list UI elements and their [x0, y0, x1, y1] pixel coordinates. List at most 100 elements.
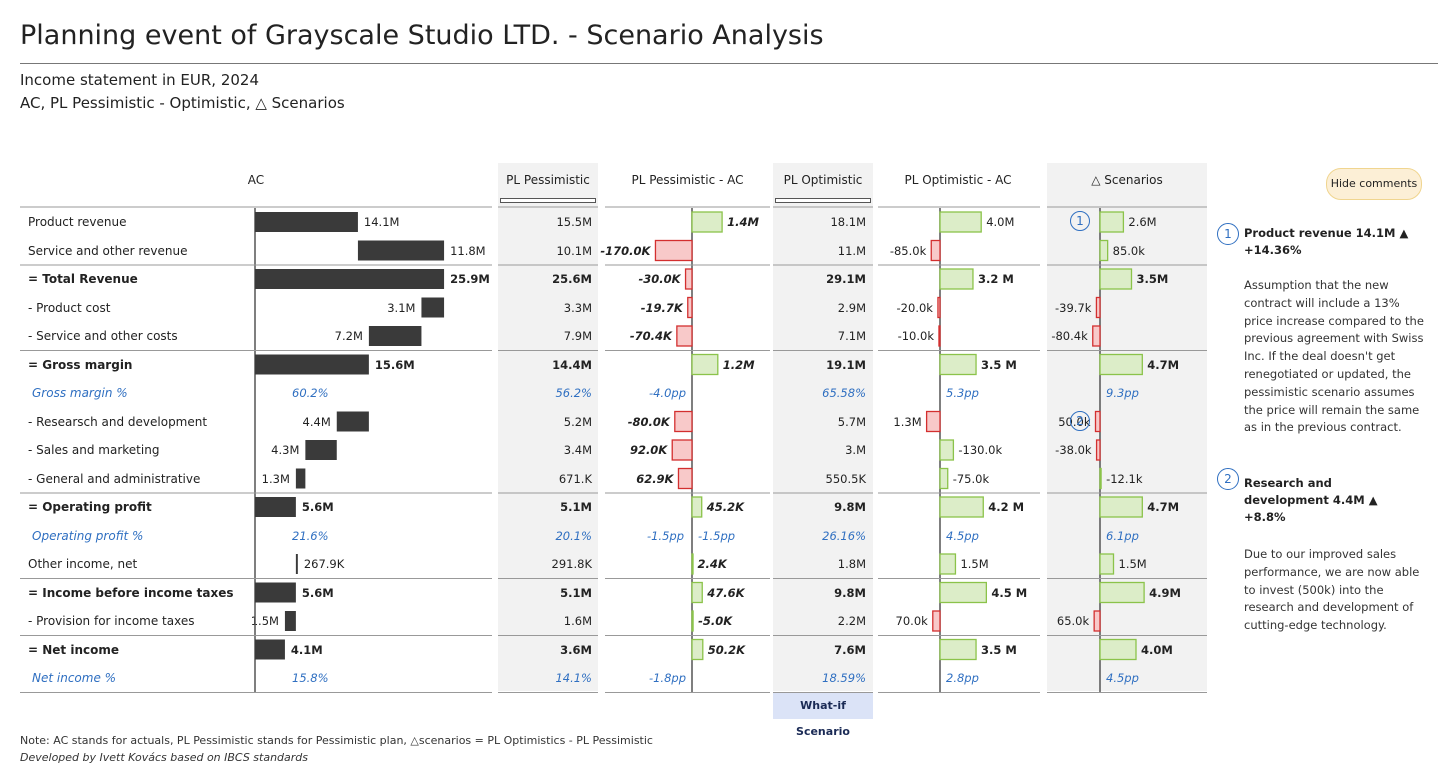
opt-delta-pct-label: 5.3pp [946, 386, 979, 400]
ac-bar-label: 5.6M [301, 500, 334, 514]
scenario-delta-label: -80.4k [1051, 329, 1088, 343]
ac-bar-label: 11.8M [450, 243, 486, 258]
pl-pessimistic-value: 5.1M [560, 585, 592, 600]
ac-bar-label: 25.9M [450, 272, 490, 286]
pl-optimistic-value: 5.7M [837, 414, 866, 429]
ac-bar-label: 3.1M [387, 300, 416, 315]
scenario-delta-pct-label: 9.3pp [1106, 386, 1139, 400]
opt-delta-pct-label: 2.8pp [946, 671, 979, 685]
pl-optimistic-value: 7.6M [834, 642, 866, 657]
pess-delta-pct-label: -1.8pp [648, 671, 686, 685]
opt-delta-label: 1.5M [960, 557, 989, 571]
row-label: = Gross margin [28, 357, 133, 372]
what-if-scenario-tag[interactable]: What-if Scenario [773, 693, 873, 738]
opt-delta-label: 4.2 M [988, 500, 1025, 514]
pl-pessimistic-value: 3.6M [560, 642, 592, 657]
ac-bar-label: 4.4M [302, 414, 331, 429]
scenario-delta-label: 4.0M [1141, 642, 1173, 657]
row-label: Gross margin % [32, 386, 128, 400]
page-title: Planning event of Grayscale Studio LTD. … [20, 20, 824, 51]
pl-optimistic-value: 2.9M [837, 300, 866, 315]
scenario-delta-label: -12.1k [1106, 471, 1143, 486]
pl-pessimistic-value: 671.K [558, 471, 592, 486]
pess-delta-label: -80.0K [627, 414, 670, 429]
row-label: Other income, net [28, 557, 138, 571]
footnote-credits: Developed by Ivett Kovács based on IBCS … [20, 751, 309, 764]
scenario-delta-label: 2.6M [1128, 215, 1157, 229]
row-label: - Service and other costs [28, 329, 178, 343]
comment-2-heading: Research and development 4.4M ▲ +8.8% [1244, 475, 1404, 526]
pl-optimistic-value: 29.1M [826, 272, 866, 286]
pess-delta-label: -30.0K [638, 272, 681, 286]
pl-optimistic-value: 1.8M [837, 557, 866, 571]
row-label: = Total Revenue [28, 272, 138, 286]
row-label: - Sales and marketing [28, 443, 160, 457]
ac-bar-label: 4.1M [290, 642, 323, 657]
pl-optimistic-value: 9.8M [834, 500, 866, 514]
comment-1-heading: Product revenue 14.1M ▲ +14.36% [1244, 225, 1444, 259]
row-label: = Income before income taxes [28, 585, 234, 600]
opt-delta-label: -85.0k [889, 243, 927, 258]
pl-optimistic-value: 19.1M [826, 357, 866, 372]
scenario-delta-pct-label: 4.5pp [1106, 671, 1139, 685]
pess-delta-label: 47.6K [707, 585, 745, 600]
pl-optimistic-value: 9.8M [834, 585, 866, 600]
pl-pessimistic-value: 20.1% [555, 528, 592, 543]
comment-1-text: Assumption that the new contract will in… [1244, 278, 1424, 435]
scenario-comment-badge[interactable]: 1 [1070, 211, 1090, 231]
pess-delta-label: -170.0K [600, 243, 651, 258]
pess-delta-label: 92.0K [629, 443, 668, 457]
row-label: Net income % [32, 671, 117, 685]
pess-delta-pct-label: -4.0pp [648, 386, 686, 400]
pl-pessimistic-value: 3.3M [563, 300, 592, 315]
row-label: - Provision for income taxes [28, 614, 195, 628]
pl-optimistic-value: 18.59% [822, 671, 866, 685]
pl-pessimistic-value: 1.6M [563, 614, 592, 628]
pl-pessimistic-value: 7.9M [563, 329, 592, 343]
ac-bar-label: 4.3M [271, 443, 300, 457]
pl-pessimistic-value: 25.6M [552, 272, 592, 286]
comment-2-text: Due to our improved sales performance, w… [1244, 547, 1420, 633]
ac-bar-label: 15.6M [374, 357, 415, 372]
opt-delta-label: -75.0k [952, 471, 990, 486]
scenario-delta-label: 3.5M [1136, 272, 1169, 286]
pess-delta-label: 50.2K [707, 642, 746, 657]
pl-pessimistic-value: 291.8K [551, 557, 592, 571]
header-opt-minus-ac: PL Optimistic - AC [904, 173, 1012, 187]
scenario-delta-label: 4.9M [1149, 585, 1181, 600]
opt-delta-label: 4.5 M [991, 585, 1028, 600]
subtitle-statement: Income statement in EUR, 2024 [20, 71, 259, 89]
ac-pct-label: 60.2% [292, 386, 329, 400]
opt-delta-label: 70.0k [895, 614, 928, 628]
hide-comments-button[interactable]: Hide comments [1326, 168, 1422, 200]
pess-delta-label: 1.4M [727, 215, 759, 229]
pl-pessimistic-panel [498, 163, 598, 691]
row-label: Operating profit % [32, 528, 144, 543]
scenario-delta-label: -39.7k [1055, 300, 1092, 315]
pess-delta-label: -70.4K [629, 329, 672, 343]
row-label: Product revenue [28, 215, 127, 229]
pl-pessimistic-value: 10.1M [556, 243, 592, 258]
pl-optimistic-value: 3.M [845, 443, 866, 457]
pl-pessimistic-value: 5.2M [563, 414, 592, 429]
row-label: = Net income [28, 642, 119, 657]
comment-2-title: Research and development 4.4M ▲ [1244, 476, 1378, 507]
opt-delta-label: -10.0k [897, 329, 934, 343]
row-label: = Operating profit [28, 500, 152, 514]
scenario-delta-label: 1.5M [1118, 557, 1147, 571]
opt-delta-label: 4.0M [986, 215, 1015, 229]
pess-delta-pct-label: -1.5pp [646, 528, 684, 543]
pl-optimistic-value: 550.5K [825, 471, 866, 486]
header-pl-optimistic: PL Optimistic [783, 173, 863, 187]
opt-delta-label: -20.0k [896, 300, 933, 315]
scenario-comment-badge[interactable]: 2 [1070, 410, 1090, 431]
pl-optimistic-value: 26.16% [822, 528, 866, 543]
scenario-delta-label: -38.0k [1055, 443, 1092, 457]
pess-delta-label: -5.0K [698, 614, 733, 628]
ac-pct-label: 15.8% [292, 671, 329, 685]
pl-optimistic-value: 11.M [837, 243, 866, 258]
pl-pessimistic-value: 15.5M [556, 215, 592, 229]
ac-bar-label: 1.5M [250, 614, 279, 628]
pess-delta-label: 62.9K [636, 471, 674, 486]
header-ac: AC [247, 173, 265, 187]
